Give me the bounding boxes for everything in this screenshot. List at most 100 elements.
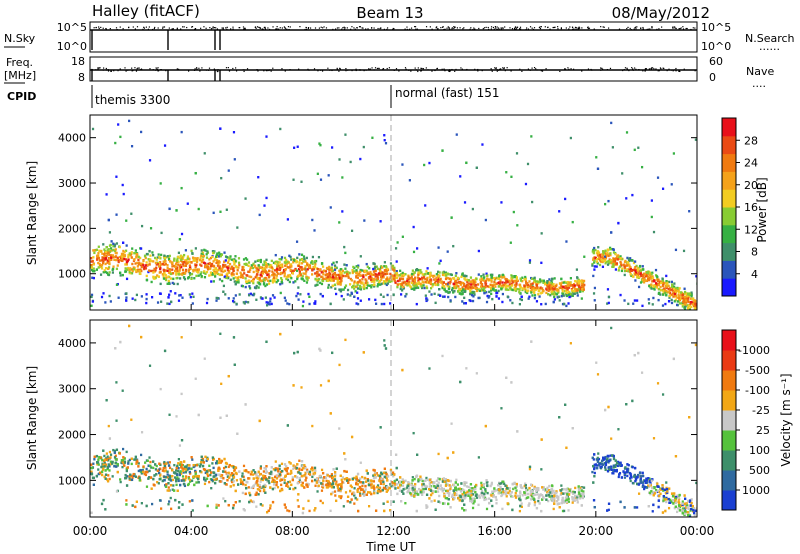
scatter-cell [112, 242, 115, 246]
scatter-cell [448, 282, 451, 285]
scatter-cell [364, 281, 367, 284]
scatter-cell [425, 270, 428, 273]
scatter-cell [244, 285, 247, 289]
nave-dot [97, 68, 99, 70]
scatter-cell [314, 300, 317, 303]
nsky-right-tick-bottom: 10^0 [701, 40, 731, 53]
nsky-dot [276, 26, 278, 28]
scatter-cell [559, 286, 562, 290]
nsky-dot [640, 27, 642, 29]
nsky-dot [448, 27, 450, 29]
scatter-cell [629, 259, 632, 262]
nsky-dot [243, 28, 246, 30]
scatter-cell [265, 135, 268, 138]
scatter-cell [614, 263, 617, 266]
colorbar-tick-label: 8 [751, 246, 758, 259]
nave-dot [225, 67, 228, 69]
scatter-cell [119, 135, 122, 139]
nsky-dot [132, 26, 134, 28]
scatter-cell [184, 271, 187, 275]
scatter-cell [397, 279, 400, 283]
nsky-dot [629, 27, 631, 30]
scatter-cell [321, 276, 324, 279]
nsky-dot [488, 28, 490, 30]
scatter-cell [651, 303, 654, 306]
scatter-cell [576, 283, 579, 287]
scatter-cell [345, 264, 348, 267]
scatter-cell [205, 256, 209, 259]
scatter-cell [495, 291, 498, 295]
scatter-cell [389, 262, 393, 265]
scatter-cell [223, 269, 227, 273]
scatter-cell [464, 278, 467, 282]
scatter-cell [139, 262, 142, 265]
scatter-cell [676, 303, 679, 307]
nsky-dot [627, 26, 629, 29]
scatter-cell [276, 272, 279, 275]
scatter-cell [387, 278, 391, 281]
scatter-cell [92, 267, 95, 270]
scatter-cell [208, 258, 211, 261]
scatter-cell [119, 274, 122, 277]
scatter-cell [670, 301, 674, 305]
scatter-cell [449, 299, 452, 302]
scatter-cell [355, 285, 358, 288]
scatter-cell [566, 283, 569, 286]
nsky-dot [416, 28, 418, 30]
colorbar-swatch [722, 118, 736, 137]
scatter-cell [200, 275, 203, 278]
nave-dot [257, 70, 259, 72]
scatter-cell [656, 278, 659, 281]
nave-dot [642, 70, 644, 72]
nave-dot [95, 69, 97, 71]
scatter-cell [121, 241, 125, 244]
scatter-cell [121, 257, 124, 260]
scatter-cell [598, 253, 602, 257]
scatter-cell [290, 258, 293, 261]
scatter-cell [693, 300, 696, 303]
scatter-cell [176, 282, 179, 286]
scatter-cell [605, 260, 608, 264]
nave-dot [434, 69, 436, 71]
nsky-dot [243, 28, 245, 30]
scatter-cell [240, 273, 243, 276]
scatter-cell [458, 281, 461, 285]
scatter-cell [443, 287, 446, 290]
nave-dot [651, 67, 653, 69]
scatter-cell [374, 272, 377, 276]
nave-dot [495, 67, 497, 69]
scatter-cell [384, 265, 388, 268]
scatter-cell [513, 275, 516, 278]
scatter-cell [469, 299, 472, 303]
nsky-dot [216, 28, 219, 30]
scatter-cell [337, 282, 340, 286]
nave-dot [139, 69, 142, 71]
scatter-cell [420, 286, 424, 290]
scatter-cell [197, 268, 201, 271]
scatter-cell [426, 276, 429, 280]
scatter-cell [239, 271, 242, 274]
scatter-cell [284, 299, 287, 302]
scatter-cell [530, 277, 534, 280]
scatter-cell [267, 279, 270, 282]
scatter-cell [210, 273, 213, 277]
scatter-cell [386, 276, 389, 279]
scatter-cell [333, 264, 337, 267]
scatter-cell [569, 136, 572, 140]
scatter-cell [633, 148, 636, 152]
scatter-cell [259, 258, 263, 262]
scatter-cell [115, 242, 119, 245]
scatter-cell [420, 271, 423, 274]
scatter-cell [445, 282, 448, 286]
scatter-cell [206, 250, 209, 253]
scatter-cell [469, 280, 473, 283]
scatter-cell [474, 287, 478, 291]
scatter-cell [357, 302, 360, 306]
nave-dot [157, 67, 159, 69]
scatter-cell [456, 284, 459, 288]
scatter-cell [497, 297, 501, 300]
nave-dot [504, 70, 506, 72]
scatter-cell [300, 262, 304, 265]
scatter-cell [204, 272, 207, 276]
